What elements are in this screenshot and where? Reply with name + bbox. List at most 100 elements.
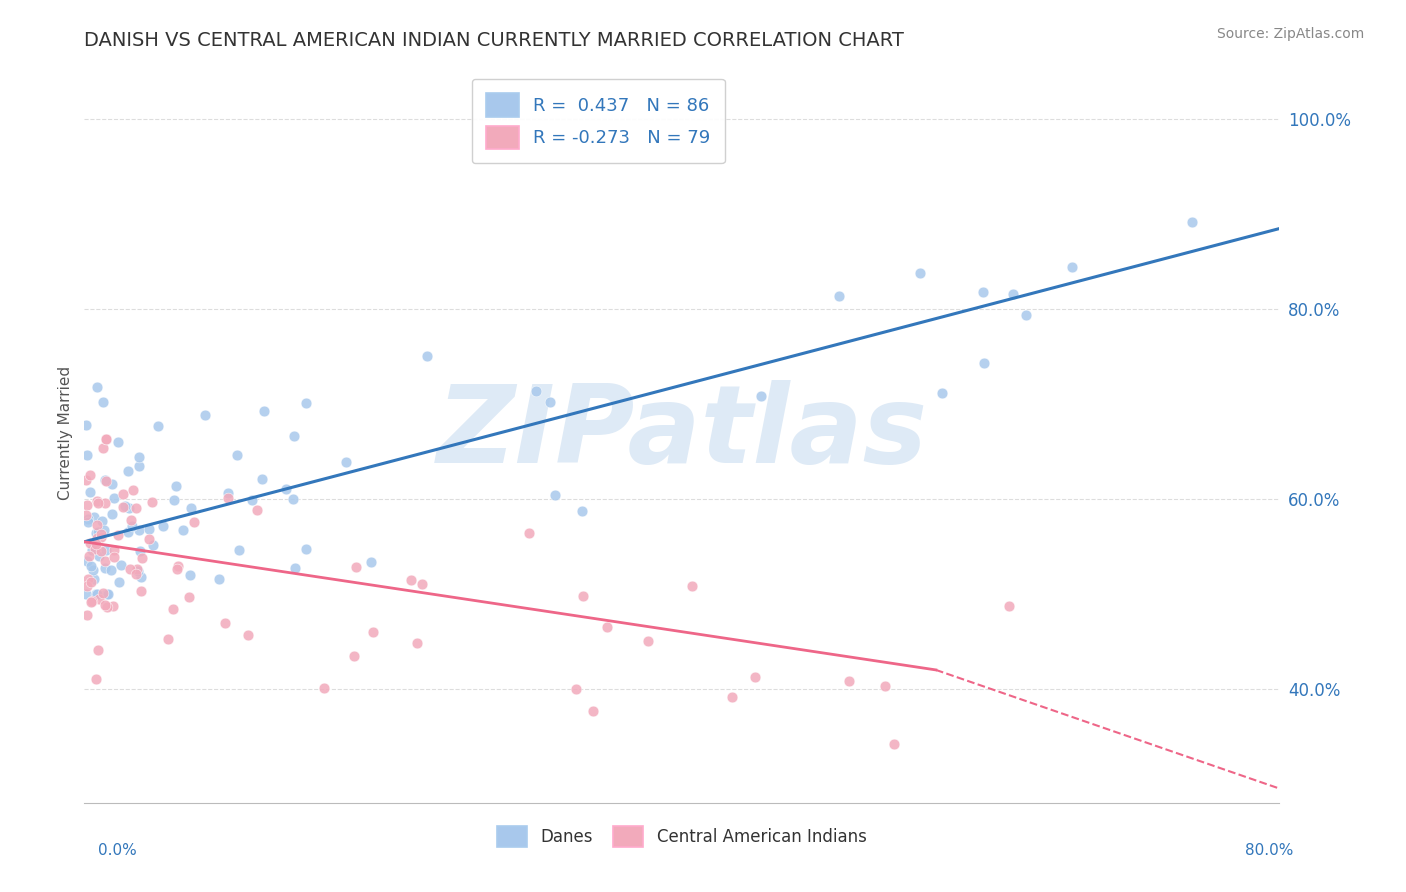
Point <box>214 616 236 631</box>
Point <box>96 587 118 601</box>
Point <box>131 551 153 566</box>
Point <box>114 499 136 513</box>
Point <box>76 572 98 586</box>
Point <box>228 542 250 557</box>
Point <box>79 484 101 499</box>
Point <box>571 503 593 517</box>
Point <box>125 501 148 516</box>
Point <box>411 576 433 591</box>
Point <box>91 394 114 409</box>
Point <box>973 356 995 370</box>
Point <box>120 513 142 527</box>
Point <box>77 511 100 525</box>
Point <box>363 624 385 639</box>
Point <box>274 482 297 496</box>
Point <box>165 479 187 493</box>
Point <box>1181 215 1204 229</box>
Point <box>94 554 117 568</box>
Point <box>79 559 101 574</box>
Point <box>107 527 129 541</box>
Point <box>82 542 104 557</box>
Point <box>225 449 247 463</box>
Point <box>193 409 215 423</box>
Point <box>217 491 239 505</box>
Point <box>76 498 98 512</box>
Point <box>90 527 112 541</box>
Point <box>79 536 101 550</box>
Point <box>236 628 259 642</box>
Point <box>77 516 100 530</box>
Point <box>180 501 202 516</box>
Point <box>564 682 586 697</box>
Point <box>118 501 141 516</box>
Point <box>125 561 148 575</box>
Point <box>111 487 134 501</box>
Point <box>129 570 152 584</box>
Point <box>94 561 117 575</box>
Point <box>96 600 118 615</box>
Point <box>828 289 851 303</box>
Point <box>1001 287 1024 301</box>
Point <box>79 575 101 590</box>
Point <box>166 562 188 576</box>
Point <box>93 441 115 455</box>
Point <box>77 549 100 563</box>
Point <box>131 584 153 599</box>
Point <box>90 530 112 544</box>
Point <box>87 496 110 510</box>
Point <box>100 508 122 522</box>
Point <box>103 549 125 564</box>
Point <box>117 464 139 478</box>
Point <box>94 598 117 612</box>
Point <box>84 673 107 687</box>
Point <box>80 594 103 608</box>
Point <box>76 554 98 568</box>
Y-axis label: Currently Married: Currently Married <box>58 366 73 500</box>
Point <box>838 673 860 688</box>
Point <box>84 537 107 551</box>
Point <box>94 432 117 446</box>
Point <box>76 448 98 462</box>
Point <box>284 561 307 575</box>
Point <box>208 572 231 586</box>
Point <box>931 386 953 401</box>
Point <box>76 579 98 593</box>
Point <box>908 266 931 280</box>
Point <box>75 473 97 487</box>
Point <box>86 587 108 601</box>
Point <box>141 495 163 509</box>
Point <box>86 517 108 532</box>
Point <box>110 558 132 572</box>
Point <box>75 587 97 601</box>
Point <box>294 396 316 410</box>
Point <box>360 556 382 570</box>
Point <box>749 388 772 402</box>
Point <box>637 633 659 648</box>
Point <box>82 563 104 577</box>
Point <box>75 508 97 522</box>
Point <box>883 737 905 751</box>
Point <box>84 587 107 601</box>
Point <box>91 586 114 600</box>
Point <box>162 602 184 616</box>
Text: ZIPatlas: ZIPatlas <box>436 380 928 485</box>
Point <box>295 542 318 557</box>
Point <box>146 419 169 434</box>
Text: DANISH VS CENTRAL AMERICAN INDIAN CURRENTLY MARRIED CORRELATION CHART: DANISH VS CENTRAL AMERICAN INDIAN CURREN… <box>84 30 904 50</box>
Point <box>183 515 205 529</box>
Point <box>86 526 108 541</box>
Point <box>128 458 150 473</box>
Point <box>87 591 110 606</box>
Point <box>86 531 108 545</box>
Point <box>544 488 567 502</box>
Point <box>217 486 239 500</box>
Point <box>179 568 201 582</box>
Point <box>80 595 103 609</box>
Point <box>162 492 184 507</box>
Point <box>524 384 547 399</box>
Point <box>517 525 540 540</box>
Point <box>86 525 108 540</box>
Point <box>152 518 174 533</box>
Point <box>343 648 366 663</box>
Point <box>87 643 110 657</box>
